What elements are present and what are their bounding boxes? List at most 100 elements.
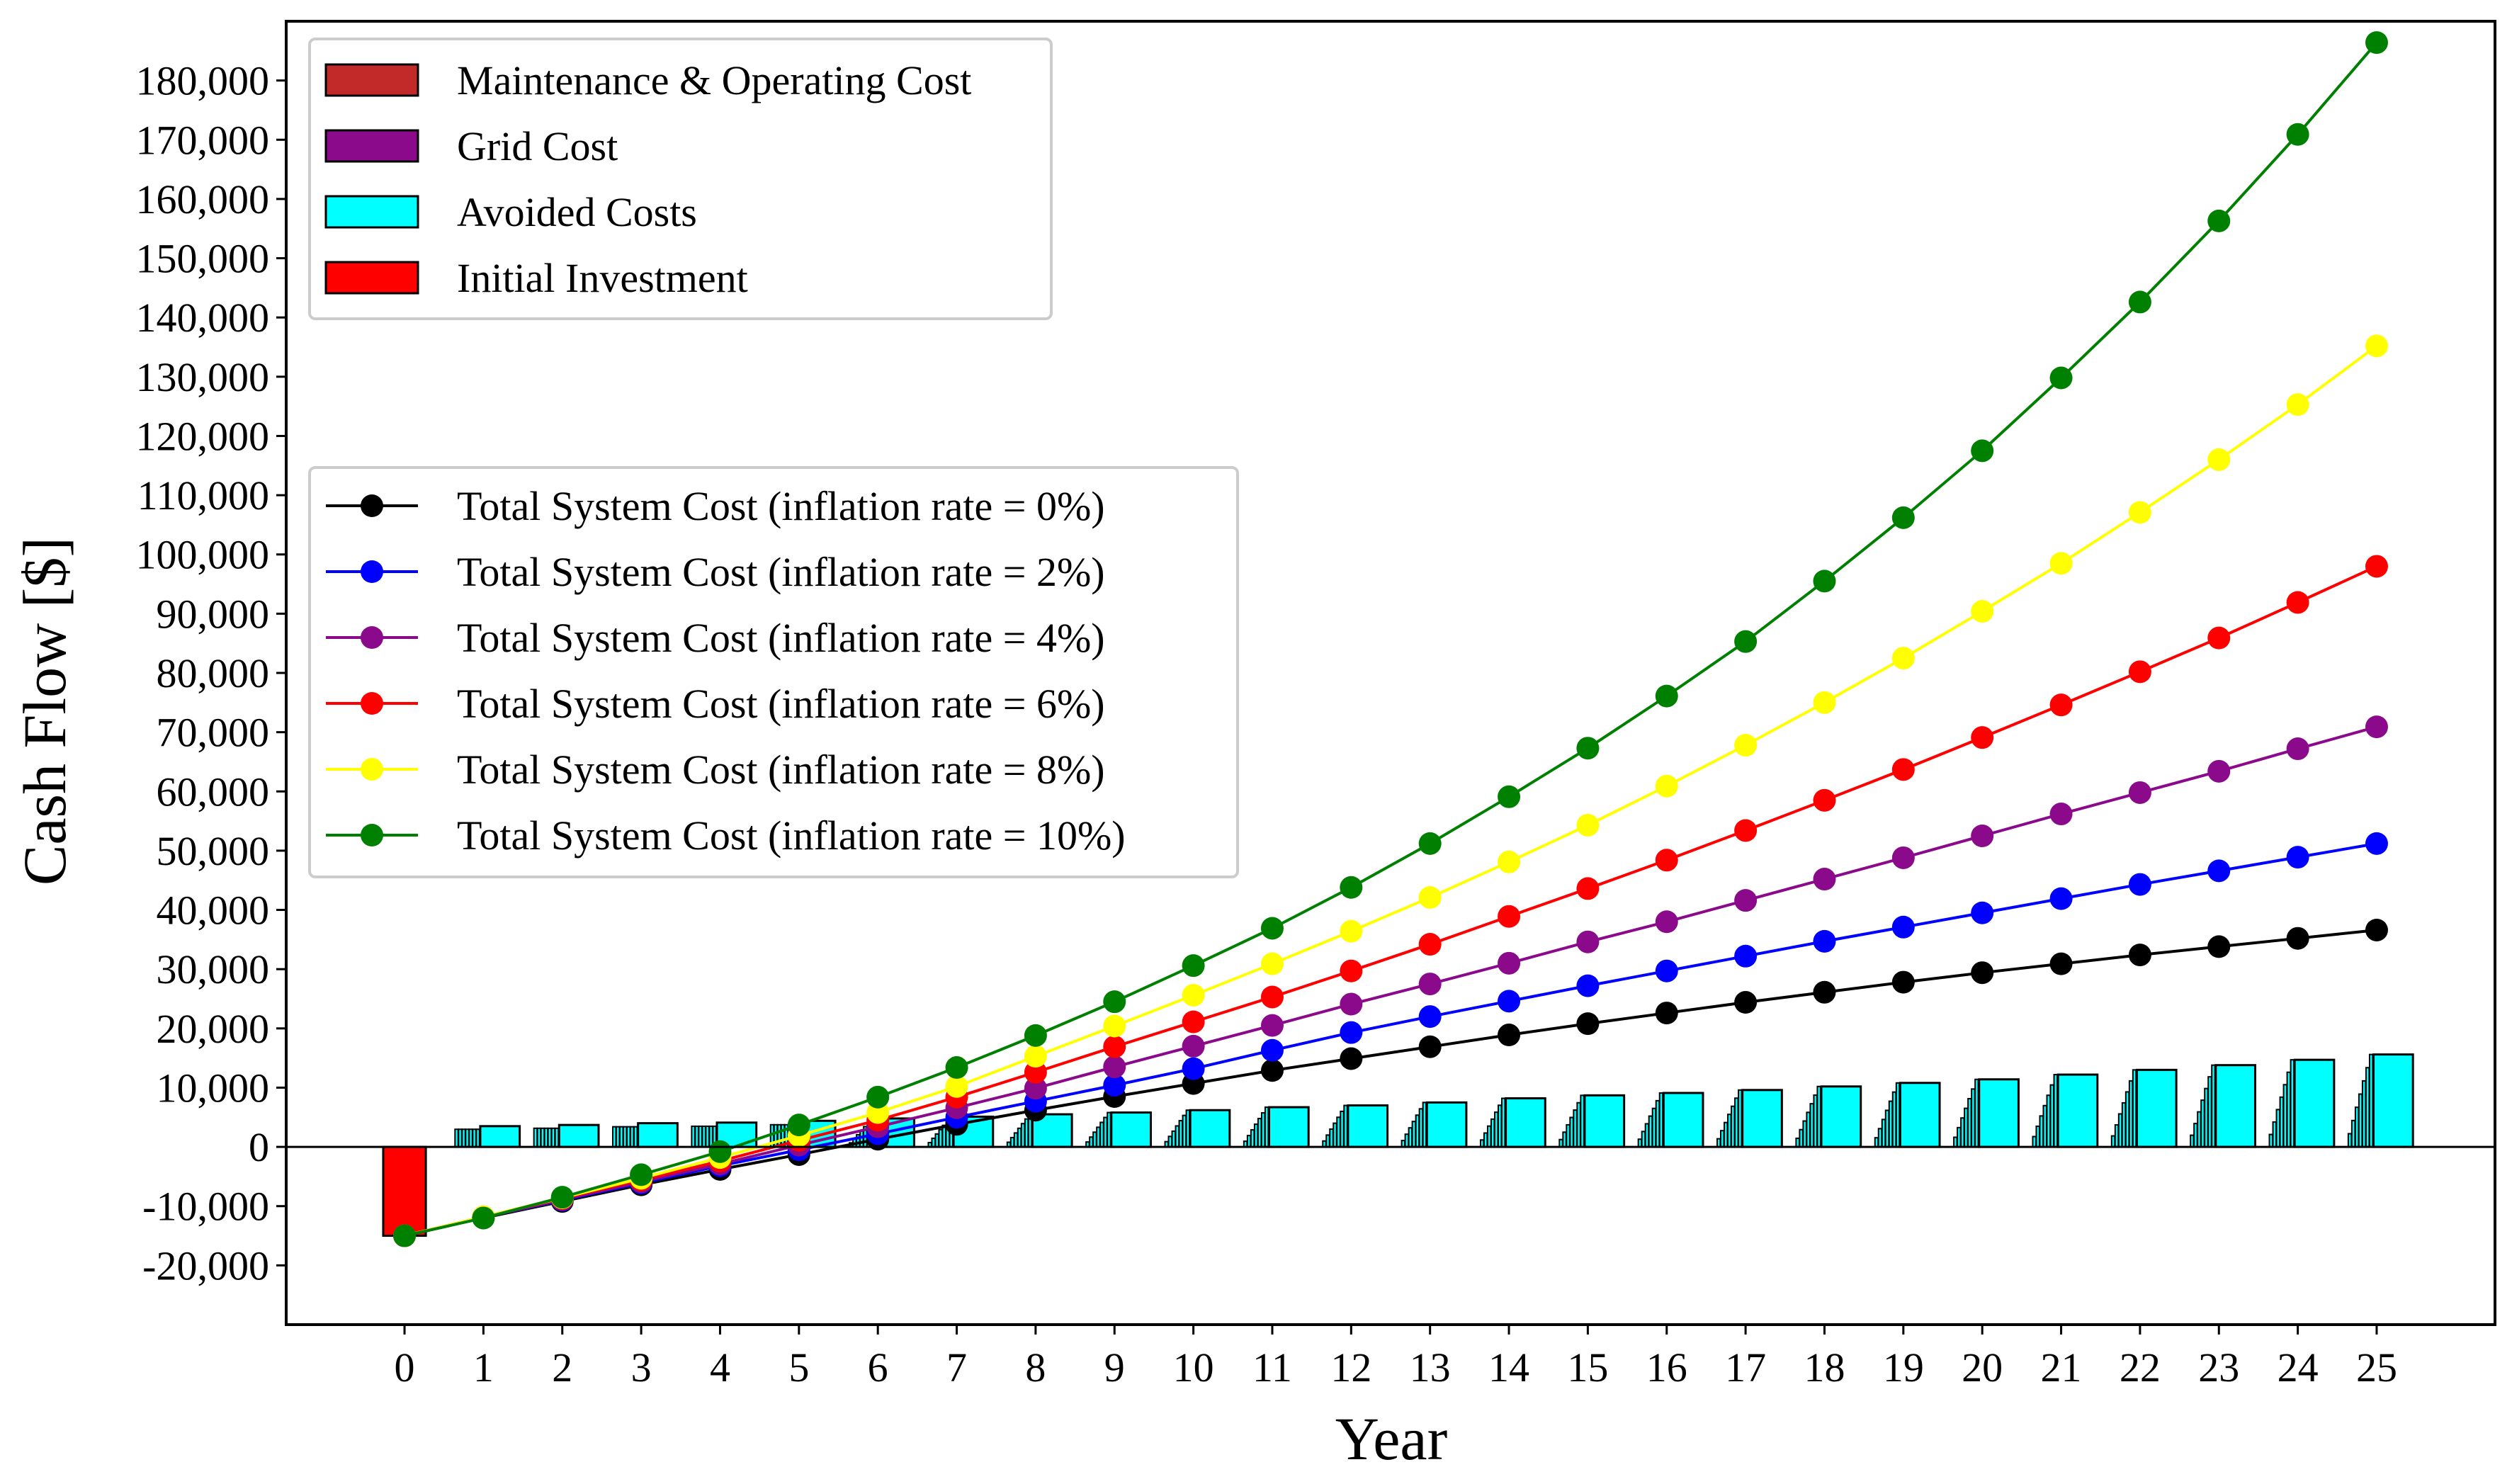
avoided-cost-bar [2372,1053,2414,1148]
series-point [1655,849,1678,872]
series-point [1340,1047,1363,1070]
series-point [2049,693,2073,717]
initial-investment-bar [382,1145,427,1237]
avoided-cost-step-bar [1486,1125,1492,1148]
avoided-cost-step-bar [1891,1091,1897,1148]
avoided-cost-step-bar [1103,1116,1108,1148]
avoided-cost-step-bar [1333,1122,1337,1148]
series-point [2365,715,2388,739]
x-tick-label: 10 [1173,1344,1214,1390]
series-point [2049,366,2073,390]
series-point [630,1163,653,1186]
avoided-cost-step-bar [1806,1111,1811,1148]
series-point [2365,918,2388,941]
avoided-cost-step-bar [1498,1104,1503,1148]
avoided-cost-step-bar [938,1128,943,1148]
avoided-cost-step-bar [461,1128,466,1148]
line-legend-swatch-marker [361,626,383,649]
series-point [1576,877,1600,900]
avoided-cost-step-bar [1089,1136,1094,1148]
line-legend-label: Total System Cost (inflation rate = 6%) [457,681,1105,727]
y-tick-label: -20,000 [142,1242,269,1288]
series-point [1182,1010,1205,1033]
avoided-cost-step-bar [1099,1121,1104,1148]
avoided-cost-step-bar [1257,1118,1262,1148]
avoided-cost-step-bar [1637,1138,1643,1148]
avoided-cost-step-bar [701,1125,706,1148]
y-tick-label: 180,000 [136,58,270,104]
series-point [1813,788,1836,812]
series-point [1024,1077,1047,1100]
x-tick-label: 4 [710,1344,730,1390]
avoided-cost-step-bar [1178,1120,1184,1148]
series-point [1340,959,1363,982]
series-point [945,1075,968,1098]
series-point [1971,726,1994,749]
x-tick-label: 24 [2278,1344,2319,1390]
series-point [2365,334,2388,358]
series-line [404,344,2378,1237]
avoided-cost-step-bar [2365,1067,2370,1148]
avoided-cost-step-bar [619,1126,624,1148]
x-tick-label: 6 [868,1344,888,1390]
avoided-cost-step-bar [1020,1123,1026,1148]
x-tick-label: 7 [946,1344,967,1390]
line-legend-swatch-marker [361,560,383,583]
series-point [1260,917,1284,940]
avoided-cost-step-bar [776,1123,782,1148]
avoided-cost-step-bar [468,1128,473,1148]
avoided-cost-step-bar [2275,1109,2280,1148]
avoided-cost-step-bar [1167,1135,1172,1148]
series-line [404,565,2377,1237]
y-tick-label: 40,000 [157,888,270,934]
avoided-cost-step-bar [2114,1124,2120,1148]
avoided-cost-step-bar [2272,1121,2277,1148]
series-point [2049,552,2073,575]
avoided-cost-bar [1899,1082,1941,1148]
series-point [1655,1002,1678,1025]
avoided-cost-step-bar [1329,1128,1334,1148]
series-point [1971,439,1994,463]
avoided-cost-step-bar [2361,1080,2367,1148]
y-tick-label: -10,000 [142,1184,269,1230]
series-point [1655,959,1678,982]
series-point [1340,876,1363,899]
series-point [1182,954,1205,978]
series-point [1734,734,1758,757]
avoided-cost-step-bar [1573,1109,1578,1148]
series-point [2286,927,2309,950]
y-axis-label: Cash Flow [$] [11,537,79,885]
avoided-cost-bar [1268,1106,1310,1148]
series-point [1024,1060,1047,1084]
avoided-cost-step-bar [1325,1134,1330,1148]
series-point [1260,1059,1284,1082]
avoided-cost-step-bar [931,1137,936,1148]
avoided-cost-step-bar [1343,1104,1348,1148]
avoided-cost-step-bar [1727,1114,1732,1148]
avoided-cost-step-bar [2132,1069,2137,1148]
series-point [1024,1024,1047,1047]
avoided-cost-step-bar [1974,1078,1979,1148]
avoided-cost-bar [2214,1064,2256,1148]
x-tick-label: 16 [1646,1344,1687,1390]
x-tick-label: 3 [631,1344,652,1390]
avoided-cost-step-bar [2125,1091,2130,1148]
avoided-cost-step-bar [1483,1132,1488,1148]
series-point [2128,501,2151,524]
avoided-cost-step-bar [1881,1118,1886,1148]
y-tick-label: 140,000 [136,295,270,341]
x-tick-label: 2 [552,1344,572,1390]
series-point [1418,832,1442,855]
x-tick-label: 18 [1804,1344,1845,1390]
avoided-cost-step-bar [2128,1080,2134,1148]
line-legend-label: Total System Cost (inflation rate = 2%) [457,549,1105,595]
x-tick-label: 11 [1252,1344,1292,1390]
avoided-cost-bar [2293,1058,2336,1148]
series-point [1498,850,1521,873]
avoided-cost-step-bar [2354,1106,2360,1148]
series-point [1498,785,1521,808]
avoided-cost-bar [1347,1104,1389,1148]
series-point [1813,929,1836,953]
avoided-cost-step-bar [2121,1101,2127,1148]
line-legend-label: Total System Cost (inflation rate = 4%) [457,615,1105,661]
